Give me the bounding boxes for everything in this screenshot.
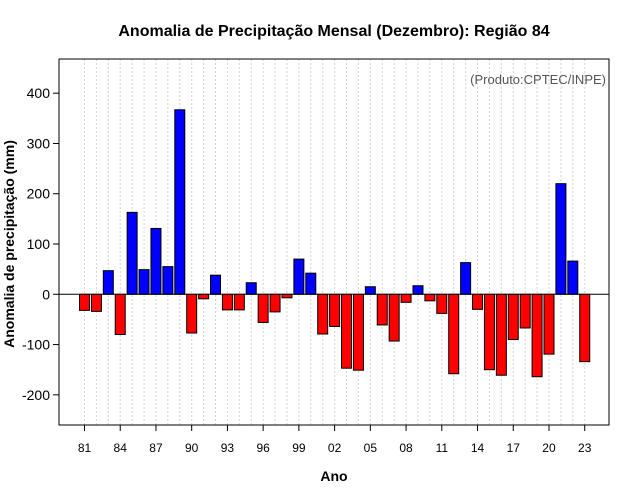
bar-1988 (162, 266, 174, 295)
bar-1998 (281, 293, 293, 299)
y-tick-label: 300 (27, 135, 51, 151)
bar-2004 (352, 293, 364, 371)
bar-2019 (531, 293, 543, 378)
chart-title: Anomalia de Precipitação Mensal (Dezembr… (118, 23, 549, 40)
bar-2000 (305, 272, 317, 295)
y-axis: -200 -100 0 100 200 300 400 (22, 85, 59, 403)
bar-2022 (567, 260, 579, 295)
bar-2021 (555, 183, 567, 295)
bar-1989 (174, 109, 186, 295)
bar-1994 (233, 293, 245, 311)
bar-1983 (102, 270, 114, 295)
x-tick-label: 90 (185, 441, 199, 455)
bar-2018 (519, 293, 531, 329)
bar-2002 (329, 293, 341, 327)
y-tick-label: 200 (27, 186, 51, 202)
x-tick-label: 11 (436, 441, 449, 455)
bar-1985 (126, 211, 138, 295)
bar-1992 (210, 274, 222, 295)
bar-1981 (79, 293, 90, 311)
bar-2007 (388, 293, 400, 342)
x-tick-label: 81 (78, 441, 92, 455)
bar-1993 (221, 293, 233, 311)
x-tick-label: 05 (364, 441, 378, 455)
bar-1986 (138, 269, 150, 295)
bar-2016 (495, 293, 507, 376)
bar-2020 (543, 293, 555, 355)
x-tick-label: 14 (471, 441, 485, 455)
bars (79, 109, 591, 378)
bar-1990 (186, 293, 198, 334)
bar-2003 (341, 293, 353, 369)
x-tick-label: 84 (114, 441, 128, 455)
x-tick-label: 99 (292, 441, 306, 455)
bar-1991 (198, 293, 210, 300)
credit-annotation: (Produto:CPTEC/INPE) (470, 72, 606, 87)
bar-2017 (507, 293, 519, 341)
bar-2014 (472, 293, 484, 310)
bar-1999 (293, 258, 305, 295)
bar-1996 (257, 293, 269, 323)
bar-2011 (436, 293, 448, 314)
x-tick-label: 20 (542, 441, 556, 455)
y-tick-label: -100 (22, 337, 50, 353)
bar-2009 (412, 285, 424, 295)
bar-1987 (150, 227, 162, 295)
y-tick-label: 100 (27, 236, 51, 252)
x-tick-label: 23 (578, 441, 592, 455)
bar-2001 (317, 293, 329, 335)
bar-2012 (448, 293, 460, 375)
bar-2013 (460, 262, 472, 295)
bar-1995 (245, 282, 257, 295)
bar-2005 (364, 286, 376, 295)
bar-1984 (114, 293, 126, 336)
x-tick-label: 96 (256, 441, 270, 455)
bar-1997 (269, 293, 281, 313)
y-axis-title: Anomalia de precipitação (mm) (1, 140, 17, 348)
y-tick-label: 400 (27, 85, 51, 101)
x-axis-title: Ano (320, 468, 347, 484)
x-tick-label: 17 (507, 441, 521, 455)
x-tick-label: 08 (399, 441, 413, 455)
x-tick-label: 87 (149, 441, 163, 455)
plot-frame (58, 58, 610, 426)
y-tick-label: -200 (22, 387, 50, 403)
bar-2010 (424, 293, 436, 302)
bar-2006 (376, 293, 388, 326)
grid-lines (84, 59, 586, 425)
y-tick-label: 0 (42, 286, 50, 302)
bar-2023 (579, 293, 591, 363)
bar-1982 (90, 293, 102, 312)
x-tick-label: 02 (328, 441, 342, 455)
bar-2008 (400, 293, 412, 303)
x-tick-label: 93 (221, 441, 235, 455)
x-axis: 81 84 87 90 93 96 99 02 05 08 11 14 17 20 23 (78, 425, 592, 455)
bar-2015 (483, 293, 495, 371)
